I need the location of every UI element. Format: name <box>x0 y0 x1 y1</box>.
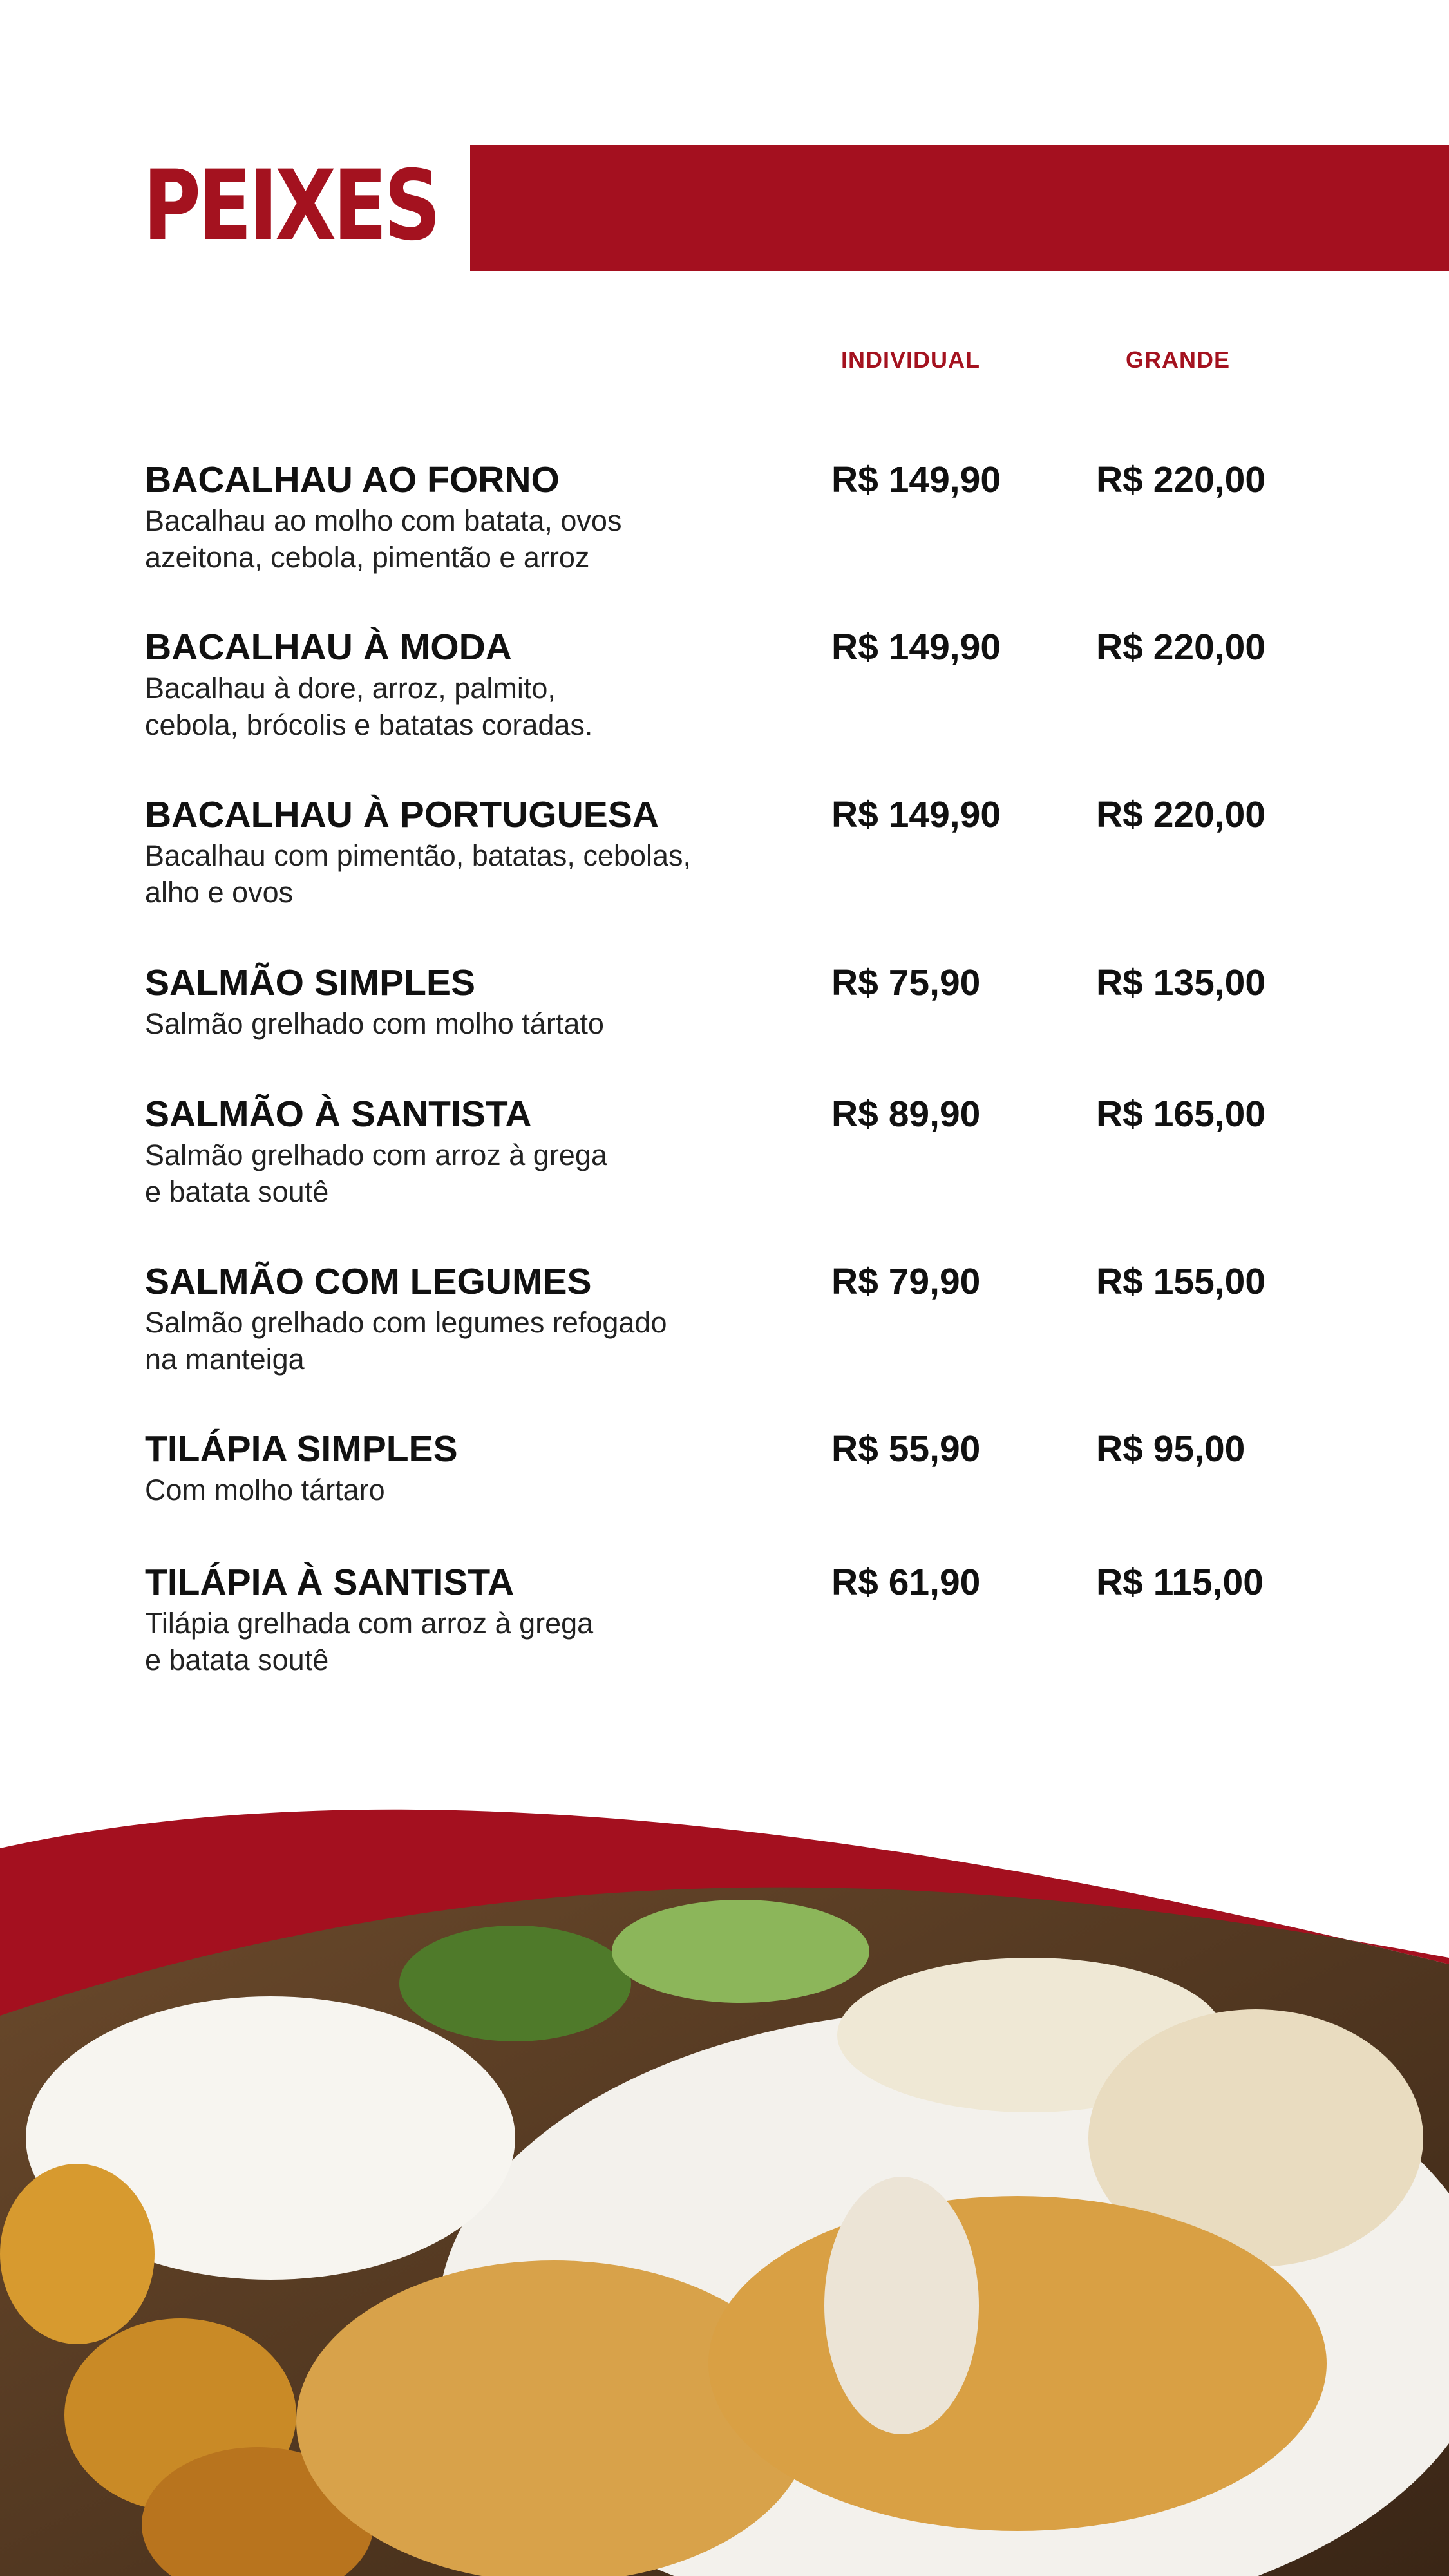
item-name: BACALHAU À MODA <box>145 627 512 668</box>
price-individual: R$ 89,90 <box>831 1094 981 1135</box>
item-description: Bacalhau ao molho com batata, ovos azeit… <box>145 504 622 574</box>
item-name: SALMÃO COM LEGUMES <box>145 1261 592 1302</box>
food-photo <box>0 1803 1449 2576</box>
price-grande: R$ 155,00 <box>1096 1261 1266 1302</box>
price-grande: R$ 220,00 <box>1096 627 1266 668</box>
header-red-band <box>470 145 1449 271</box>
price-grande: R$ 220,00 <box>1096 794 1266 835</box>
price-individual: R$ 79,90 <box>831 1261 981 1302</box>
price-individual: R$ 149,90 <box>831 794 1001 835</box>
price-grande: R$ 95,00 <box>1096 1428 1245 1470</box>
item-name: SALMÃO À SANTISTA <box>145 1094 532 1135</box>
item-name: BACALHAU À PORTUGUESA <box>145 794 659 835</box>
price-grande: R$ 220,00 <box>1096 459 1266 500</box>
item-name: SALMÃO SIMPLES <box>145 962 476 1003</box>
price-individual: R$ 55,90 <box>831 1428 981 1470</box>
item-name: TILÁPIA SIMPLES <box>145 1428 458 1470</box>
item-description: Salmão grelhado com molho tártato <box>145 1007 604 1040</box>
price-grande: R$ 135,00 <box>1096 962 1266 1003</box>
price-grande: R$ 165,00 <box>1096 1094 1266 1135</box>
price-grande: R$ 115,00 <box>1096 1562 1264 1603</box>
column-header-individual: INDIVIDUAL <box>841 346 980 373</box>
item-description: Bacalhau com pimentão, batatas, cebolas,… <box>145 839 692 909</box>
price-individual: R$ 149,90 <box>831 459 1001 500</box>
item-name: TILÁPIA À SANTISTA <box>145 1562 515 1603</box>
item-description: Salmão grelhado com legumes refogado na … <box>145 1306 667 1376</box>
column-header-grande: GRANDE <box>1126 346 1231 373</box>
price-individual: R$ 61,90 <box>831 1562 981 1603</box>
item-description: Bacalhau à dore, arroz, palmito, cebola,… <box>145 672 593 741</box>
price-individual: R$ 149,90 <box>831 627 1001 668</box>
item-description: Salmão grelhado com arroz à grega e bata… <box>145 1139 607 1208</box>
item-name: BACALHAU AO FORNO <box>145 459 560 500</box>
item-description: Tilápia grelhada com arroz à grega e bat… <box>145 1607 594 1676</box>
price-individual: R$ 75,90 <box>831 962 981 1003</box>
item-description: Com molho tártaro <box>145 1473 385 1506</box>
section-title: PEIXES <box>143 150 441 262</box>
